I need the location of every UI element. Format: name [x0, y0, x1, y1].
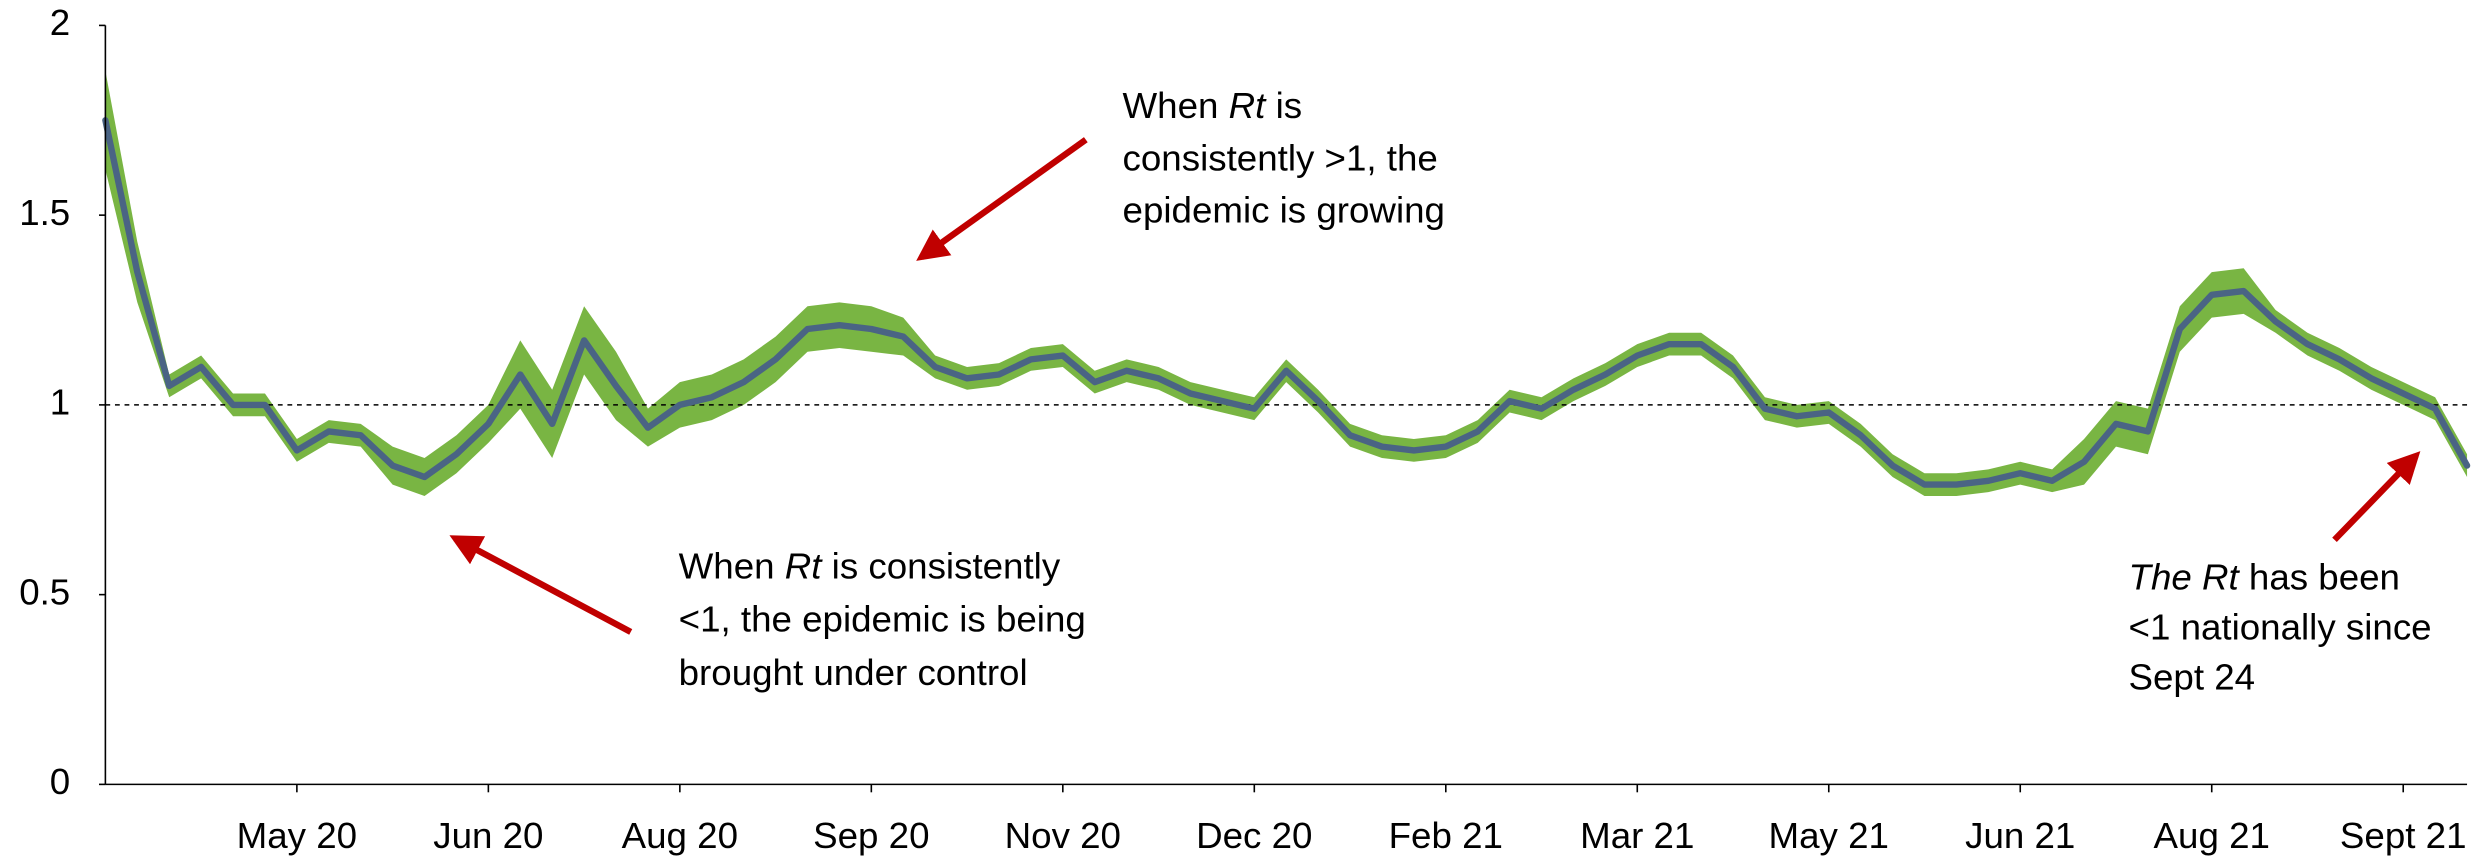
- annotation-line: epidemic is growing: [1123, 190, 1445, 231]
- annotation-text: brought under control: [679, 652, 1028, 693]
- x-tick-label: Aug 21: [2154, 815, 2270, 856]
- y-tick-label: 0.5: [19, 571, 70, 612]
- x-tick-label: Nov 20: [1005, 815, 1121, 856]
- annotation-text: has been: [2239, 556, 2400, 597]
- x-tick-label: Jun 21: [1965, 815, 2075, 856]
- plot-area: 0 0.5 1 1.5 2 May 20 Jun 20 Aug 20 Sep 20 Nov 20 D…: [19, 2, 2471, 856]
- rt-line: [102, 117, 2471, 488]
- annotation-text: When: [679, 545, 785, 586]
- x-tick-label: Sept 21: [2340, 815, 2467, 856]
- y-tick-label: 2: [50, 2, 70, 43]
- x-tick-label: Dec 20: [1196, 815, 1312, 856]
- annotation-text: <1, the epidemic is being: [679, 598, 1086, 639]
- arrow: [916, 137, 1088, 261]
- x-tick-label: Feb 21: [1389, 815, 1503, 856]
- annotation-line: Sept 24: [2129, 656, 2256, 697]
- annotation-line: When Rt is consistently: [679, 545, 1061, 586]
- annotation-text: Rt: [785, 545, 824, 586]
- annotation-text: epidemic is growing: [1123, 190, 1445, 231]
- y-tick-label: 1: [50, 382, 70, 423]
- annotation-line: consistently >1, the: [1123, 137, 1438, 178]
- annotation-line: The Rt has been: [2129, 556, 2400, 597]
- annotation-line: brought under control: [679, 652, 1028, 693]
- annotation-text: Rt: [1229, 85, 1268, 126]
- confidence-band: [105, 70, 2468, 496]
- annotation-text: is: [1265, 85, 1302, 126]
- annotation-line: <1 nationally since: [2129, 606, 2432, 647]
- annotation-text: is consistently: [821, 545, 1060, 586]
- annotation-text: Sept 24: [2129, 656, 2256, 697]
- arrow: [2332, 451, 2421, 543]
- x-tick-label: Jun 20: [433, 815, 543, 856]
- annotation-text: When: [1123, 85, 1229, 126]
- x-tick-label: May 20: [237, 815, 357, 856]
- annotation-line: When Rt is: [1123, 85, 1303, 126]
- annotation-line: <1, the epidemic is being: [679, 598, 1086, 639]
- arrow: [449, 535, 633, 635]
- y-tick-label: 1.5: [19, 192, 70, 233]
- x-tick-label: Aug 20: [622, 815, 738, 856]
- y-tick-label: 0: [50, 761, 70, 802]
- annotation-text: <1 nationally since: [2129, 606, 2432, 647]
- x-tick-label: Sep 20: [813, 815, 929, 856]
- x-tick-label: Mar 21: [1580, 815, 1694, 856]
- x-tick-label: May 21: [1769, 815, 1889, 856]
- annotation-text: The Rt: [2129, 556, 2241, 597]
- annotation-text: consistently >1, the: [1123, 137, 1438, 178]
